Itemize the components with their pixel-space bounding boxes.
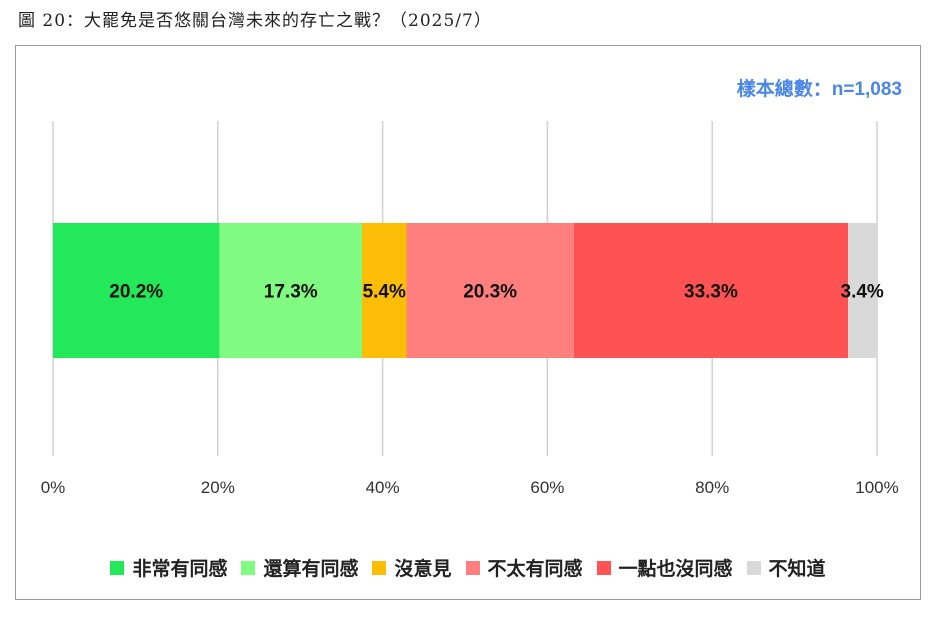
- legend-label: 非常有同感: [132, 559, 228, 580]
- data-label: 17.3%: [264, 282, 318, 303]
- legend: 非常有同感 還算有同感 沒意見 不太有同感 一點也沒同感 不知道: [16, 554, 920, 581]
- figure-title: 圖 20：大罷免是否悠關台灣未來的存亡之戰？（2025/7）: [18, 11, 492, 31]
- bar-segment: [573, 223, 849, 358]
- legend-swatch: [241, 560, 256, 575]
- legend-swatch: [465, 560, 480, 575]
- legend-item: 還算有同感: [241, 554, 358, 581]
- x-tick-label: 40%: [366, 478, 400, 497]
- data-label: 3.4%: [841, 282, 884, 303]
- x-tick-label: 20%: [201, 478, 235, 497]
- legend-label: 一點也沒同感: [618, 559, 733, 580]
- chart-container: 樣本總數：n=1,083 0% 20% 40% 60% 80% 100% 20.2% 17.3…: [15, 45, 921, 600]
- data-label: 5.4%: [363, 282, 406, 303]
- stacked-bar-chart: 0% 20% 40% 60% 80% 100% 20.2% 17.3% 5.4% 20.3% 33.…: [41, 121, 899, 497]
- legend-swatch: [596, 560, 611, 575]
- legend-item: 非常有同感: [110, 554, 227, 581]
- bar-segment: [406, 223, 574, 358]
- legend-label: 不知道: [768, 559, 826, 580]
- bar-segment: [219, 223, 362, 358]
- x-tick-label: 100%: [855, 478, 898, 497]
- legend-item: 不知道: [746, 554, 826, 581]
- bar-segment: [848, 223, 877, 358]
- legend-item: 不太有同感: [465, 554, 583, 581]
- bar-segment: [53, 223, 220, 358]
- legend-item: 一點也沒同感: [596, 554, 733, 581]
- legend-label: 還算有同感: [263, 559, 359, 580]
- legend-label: 不太有同感: [487, 559, 583, 580]
- data-label: 20.2%: [109, 282, 163, 303]
- legend-swatch: [746, 560, 761, 575]
- legend-swatch: [372, 560, 387, 575]
- sample-size-label: 樣本總數：n=1,083: [736, 79, 902, 100]
- legend-item: 沒意見: [372, 554, 452, 581]
- data-label: 20.3%: [463, 282, 517, 303]
- x-tick-label: 60%: [530, 478, 564, 497]
- legend-label: 沒意見: [394, 559, 452, 580]
- data-label: 33.3%: [684, 282, 738, 303]
- legend-swatch: [110, 560, 125, 575]
- x-tick-label: 0%: [41, 478, 66, 497]
- bar-segment: [362, 223, 407, 358]
- x-tick-label: 80%: [695, 478, 729, 497]
